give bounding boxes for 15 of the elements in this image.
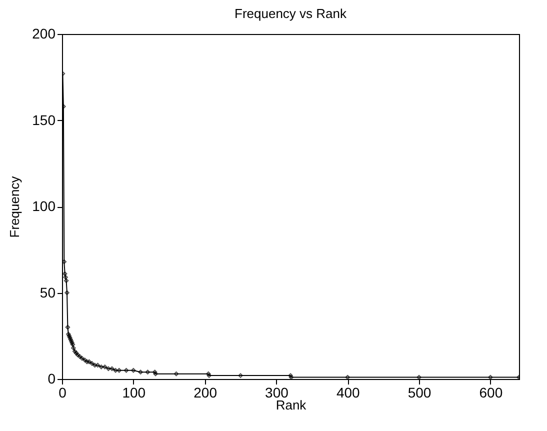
x-tick-label: 100	[122, 384, 146, 400]
x-tick-label: 200	[194, 384, 218, 400]
y-tick-label: 200	[32, 26, 56, 42]
x-tick-label: 500	[408, 384, 432, 400]
x-tick-label: 600	[479, 384, 503, 400]
x-tick-label: 0	[58, 384, 67, 400]
y-axis-title: Frequency	[7, 176, 22, 238]
y-tick-label: 100	[32, 198, 56, 214]
y-tick-label: 50	[40, 284, 56, 300]
x-tick-label: 400	[336, 384, 360, 400]
y-tick-label: 150	[32, 112, 56, 128]
x-tick-label: 300	[265, 384, 289, 400]
x-axis-title: Rank	[276, 398, 307, 412]
y-tick-label: 0	[48, 370, 56, 386]
chart-title: Frequency vs Rank	[234, 6, 347, 21]
